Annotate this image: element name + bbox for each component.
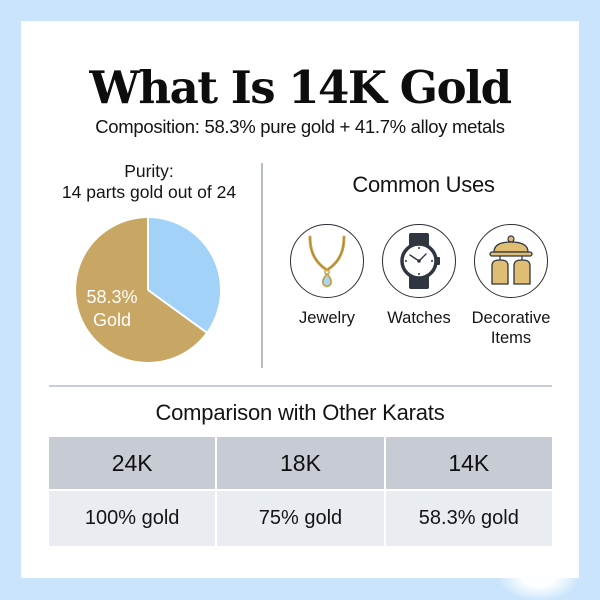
use-label-decorative-line1: Decorative <box>471 309 551 327</box>
pie-gold-name: Gold <box>92 310 132 330</box>
infographic-card: What Is 14K Gold Composition: 58.3% pure… <box>21 21 579 578</box>
table-cell-24k: 100% gold <box>49 491 216 546</box>
use-label-decorative: Decorative Items <box>463 308 559 348</box>
pie-slice-gold <box>76 218 207 362</box>
table-header-24k: 24K <box>49 437 216 489</box>
karat-comparison-table: 24K 18K 14K 100% gold 75% gold 58.3% gol… <box>49 437 552 546</box>
pie-gold-label: 58.3% Gold <box>65 286 159 332</box>
watch-icon <box>382 224 456 298</box>
corner-smudge <box>500 563 578 600</box>
use-item-jewelry: Jewelry <box>279 224 375 328</box>
pie-slice-alloy <box>148 217 221 333</box>
use-item-decorative: Decorative Items <box>463 224 559 348</box>
table-header-18k: 18K <box>217 437 384 489</box>
purity-pie-chart <box>74 216 222 364</box>
use-label-watches: Watches <box>387 309 451 327</box>
vertical-divider <box>261 163 263 368</box>
necklace-icon <box>290 224 364 298</box>
decorative-items-icon <box>474 224 548 298</box>
table-cell-14k: 58.3% gold <box>385 491 552 546</box>
purity-heading: Purity: 14 parts gold out of 24 <box>39 161 259 203</box>
use-label-decorative-line2: Items <box>490 329 532 347</box>
table-header-14k: 14K <box>385 437 552 489</box>
use-label-jewelry: Jewelry <box>299 309 355 327</box>
table-cell-18k: 75% gold <box>217 491 384 546</box>
comparison-title: Comparison with Other Karats <box>155 400 445 425</box>
use-item-watches: Watches <box>371 224 467 328</box>
pie-gold-percent: 58.3% <box>86 287 138 307</box>
common-uses-title: Common Uses <box>352 172 495 197</box>
composition-subtitle: Composition: 58.3% pure gold + 41.7% all… <box>95 116 505 137</box>
purity-heading-line2: 14 parts gold out of 24 <box>61 182 237 202</box>
page-title: What Is 14K Gold <box>89 61 512 114</box>
horizontal-divider <box>49 385 552 387</box>
purity-heading-line1: Purity: <box>124 161 174 181</box>
